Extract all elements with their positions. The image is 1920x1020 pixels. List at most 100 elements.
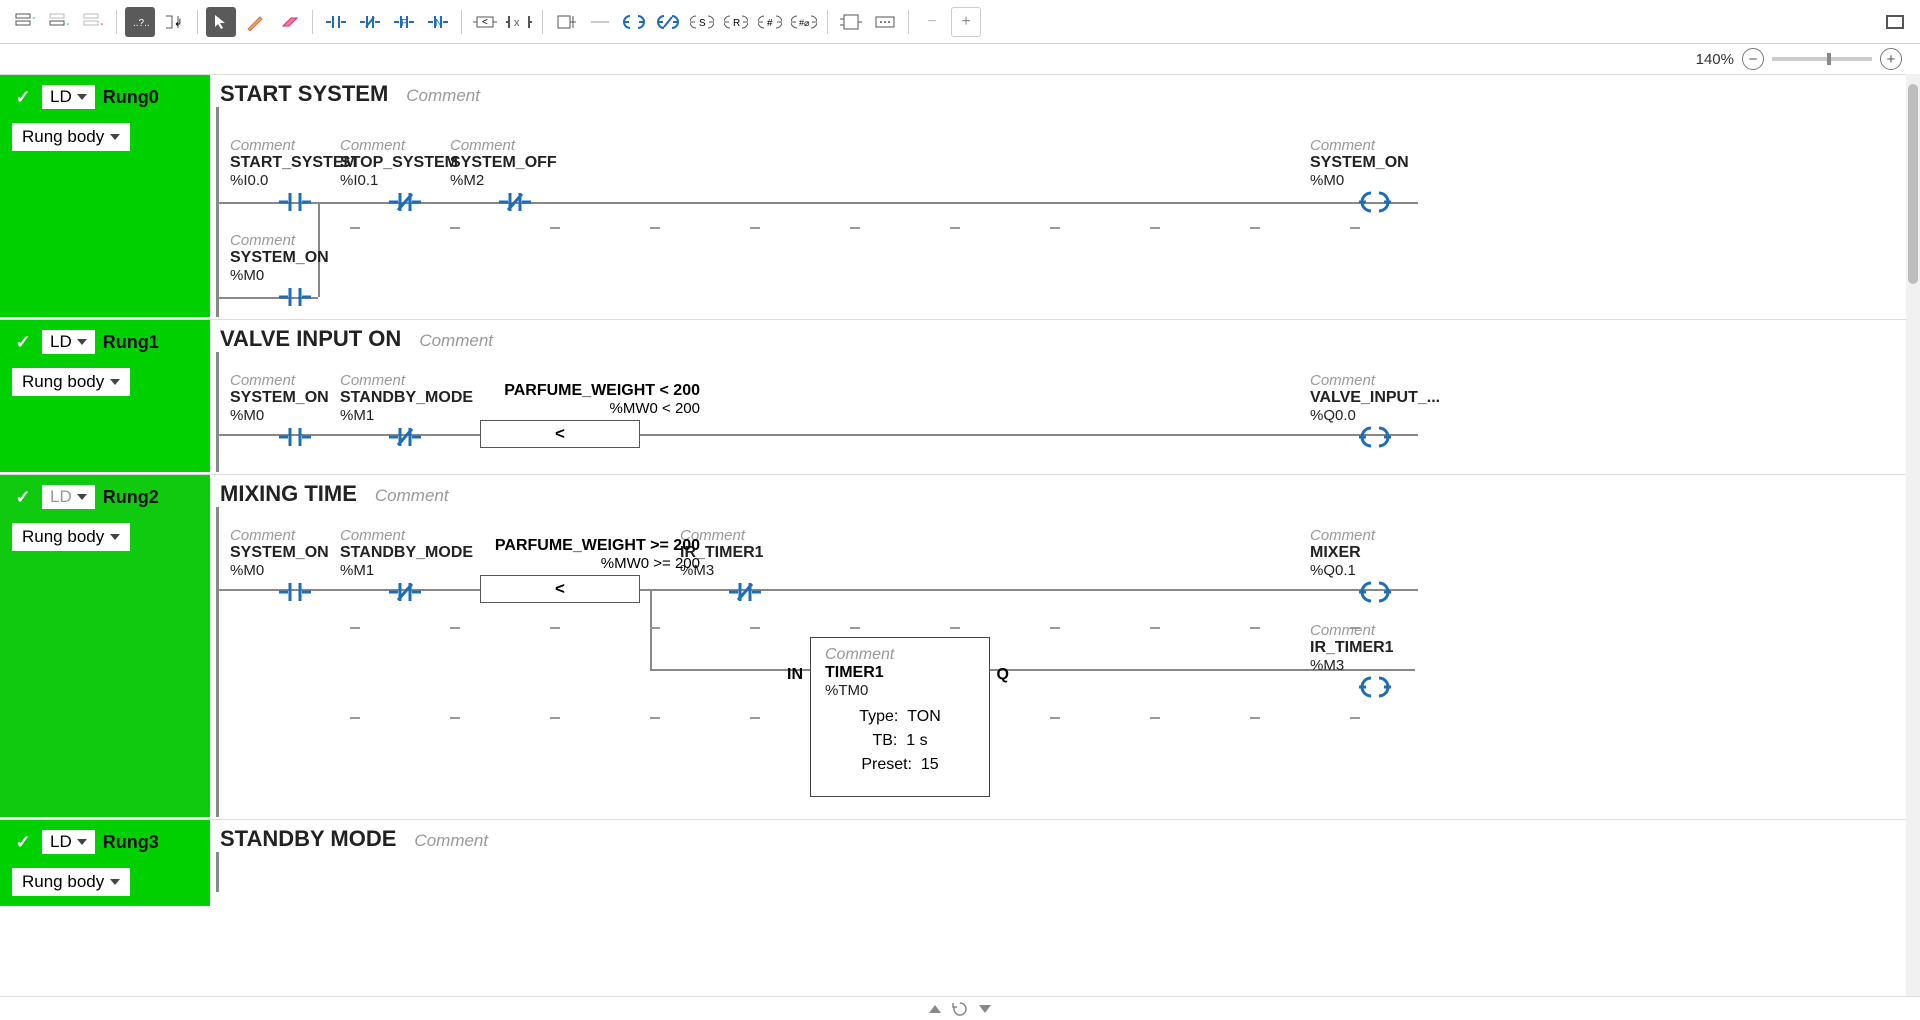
tb-coil-numneg-icon[interactable]: #⌀: [789, 7, 819, 37]
rung-canvas[interactable]: MIXING TIME Comment Comment SYSTEM_ON %M…: [210, 475, 1920, 817]
tb-coil-reset-icon[interactable]: R: [721, 7, 751, 37]
coil-icon: [1310, 581, 1440, 603]
svg-text:↲: ↲: [174, 18, 182, 29]
elem-name: MIXER: [1310, 544, 1440, 562]
elem-name: STANDBY_MODE: [340, 389, 470, 407]
ladder-coil[interactable]: Comment MIXER %Q0.1: [1310, 527, 1440, 603]
refresh-icon[interactable]: [951, 1000, 969, 1018]
ladder-coil[interactable]: Comment SYSTEM_ON %M0: [1310, 137, 1440, 213]
grid-tick: [1250, 227, 1260, 229]
rung-body-dropdown[interactable]: Rung body: [12, 368, 130, 396]
elem-name: SYSTEM_OFF: [450, 154, 580, 172]
tb-contact-no-icon[interactable]: [321, 7, 351, 37]
ladder-coil[interactable]: Comment IR_TIMER1 %M3: [1310, 622, 1440, 698]
rung-id: Rung2: [103, 487, 159, 508]
tb-fblock-icon[interactable]: [836, 7, 866, 37]
tb-branch-icon[interactable]: ↲: [159, 7, 189, 37]
tb-branch-down-icon[interactable]: [551, 7, 581, 37]
rung-title: STANDBY MODE: [220, 826, 396, 852]
tb-branch-down2-icon[interactable]: [585, 7, 615, 37]
grid-tick: [1050, 717, 1060, 719]
elem-name: SYSTEM_ON: [230, 249, 360, 267]
zoom-value: 140%: [1696, 51, 1734, 68]
status-bar: [0, 996, 1920, 1020]
rung-lang-dropdown[interactable]: LD: [42, 330, 95, 354]
elem-comment: Comment: [340, 372, 470, 389]
vertical-scrollbar[interactable]: [1906, 74, 1920, 996]
tb-compare-x-icon[interactable]: x: [504, 7, 534, 37]
compare-address: %MW0 >= 200: [480, 555, 700, 572]
tb-pointer-icon[interactable]: [206, 7, 236, 37]
rung-lang-dropdown[interactable]: LD: [42, 85, 95, 109]
tb-op-block-icon[interactable]: [870, 7, 900, 37]
rung-body-dropdown[interactable]: Rung body: [12, 868, 130, 896]
svg-text:R: R: [733, 18, 740, 29]
rung-canvas[interactable]: START SYSTEM Comment Comment START_SYSTE…: [210, 75, 1920, 317]
rung-canvas[interactable]: VALVE INPUT ON Comment Comment SYSTEM_ON…: [210, 320, 1920, 472]
fblock-comment: Comment: [825, 646, 975, 664]
zoom-out-button[interactable]: −: [1742, 48, 1764, 70]
tb-coil-set-icon[interactable]: S: [687, 7, 717, 37]
grid-tick: [1150, 717, 1160, 719]
grid-tick: [550, 717, 560, 719]
compare-label: PARFUME_WEIGHT >= 200: [480, 537, 700, 555]
elem-name: STANDBY_MODE: [340, 544, 470, 562]
elem-name: IR_TIMER1: [1310, 639, 1440, 657]
ladder-coil[interactable]: Comment VALVE_INPUT_... %Q0.0: [1310, 372, 1440, 448]
tb-coil-neg-icon[interactable]: [653, 7, 683, 37]
svg-text:<: <: [482, 17, 488, 28]
ladder-contact-nc[interactable]: Comment STANDBY_MODE %M1: [340, 372, 470, 448]
rung-lang-label: LD: [50, 832, 72, 852]
grid-tick: [1050, 227, 1060, 229]
rung-lang-dropdown[interactable]: LD: [42, 830, 95, 854]
fblock-pin-in: IN: [787, 666, 803, 684]
rung-sidebar: ✓ LD Rung1 Rung body: [0, 320, 210, 472]
compare-block[interactable]: <: [480, 420, 640, 448]
zoom-in-button[interactable]: +: [1880, 48, 1902, 70]
svg-text:#: #: [767, 18, 773, 29]
grid-tick: [350, 717, 360, 719]
ladder-contact-nc[interactable]: Comment STANDBY_MODE %M1: [340, 527, 470, 603]
tb-contact-pos-icon[interactable]: P: [389, 7, 419, 37]
tb-plus-icon[interactable]: +: [951, 7, 981, 37]
grid-tick: [950, 627, 960, 629]
contact-nc-icon: [680, 581, 810, 603]
chevron-down-icon: [110, 134, 120, 140]
tb-insert-rung-above-icon[interactable]: +: [10, 7, 40, 37]
chevron-down-icon: [77, 494, 87, 500]
function-block[interactable]: IN Q Comment TIMER1 %TM0 Type: TONTB: 1 …: [810, 637, 990, 797]
rung-body-dropdown[interactable]: Rung body: [12, 123, 130, 151]
ladder-contact-no[interactable]: Comment SYSTEM_ON %M0: [230, 232, 360, 308]
tb-coil-icon[interactable]: [619, 7, 649, 37]
scroll-down-icon[interactable]: [979, 1005, 991, 1013]
svg-text:N: N: [435, 18, 442, 29]
compare-block[interactable]: <: [480, 575, 640, 603]
zoom-slider[interactable]: [1772, 57, 1872, 61]
grid-tick: [350, 627, 360, 629]
rung-body-label: Rung body: [22, 127, 104, 147]
elem-comment: Comment: [1310, 372, 1440, 389]
tb-fullscreen-icon[interactable]: [1880, 7, 1910, 37]
compare-address: %MW0 < 200: [480, 400, 700, 417]
rung-body-dropdown[interactable]: Rung body: [12, 523, 130, 551]
tb-draw-icon[interactable]: [240, 7, 270, 37]
scroll-up-icon[interactable]: [929, 1005, 941, 1013]
ladder-contact-nc[interactable]: Comment SYSTEM_OFF %M2: [450, 137, 580, 213]
tb-comment-block-icon[interactable]: ..?..: [125, 7, 155, 37]
rung-canvas[interactable]: STANDBY MODE Comment: [210, 820, 1920, 906]
tb-contact-neg-icon[interactable]: N: [423, 7, 453, 37]
tb-delete-rung-icon[interactable]: −: [78, 7, 108, 37]
tb-minus-icon[interactable]: −: [917, 7, 947, 37]
tb-compare-icon[interactable]: <: [470, 7, 500, 37]
rung-title: MIXING TIME: [220, 481, 357, 507]
tb-coil-num-icon[interactable]: #: [755, 7, 785, 37]
grid-tick: [1350, 717, 1360, 719]
compare-label: PARFUME_WEIGHT < 200: [480, 382, 700, 400]
tb-insert-rung-below-icon[interactable]: +: [44, 7, 74, 37]
rung-lang-dropdown[interactable]: LD: [42, 485, 95, 509]
rung-title: VALVE INPUT ON: [220, 326, 401, 352]
tb-contact-nc-icon[interactable]: [355, 7, 385, 37]
tb-erase-icon[interactable]: [274, 7, 304, 37]
rung-comment: Comment: [406, 86, 480, 106]
elem-comment: Comment: [1310, 137, 1440, 154]
